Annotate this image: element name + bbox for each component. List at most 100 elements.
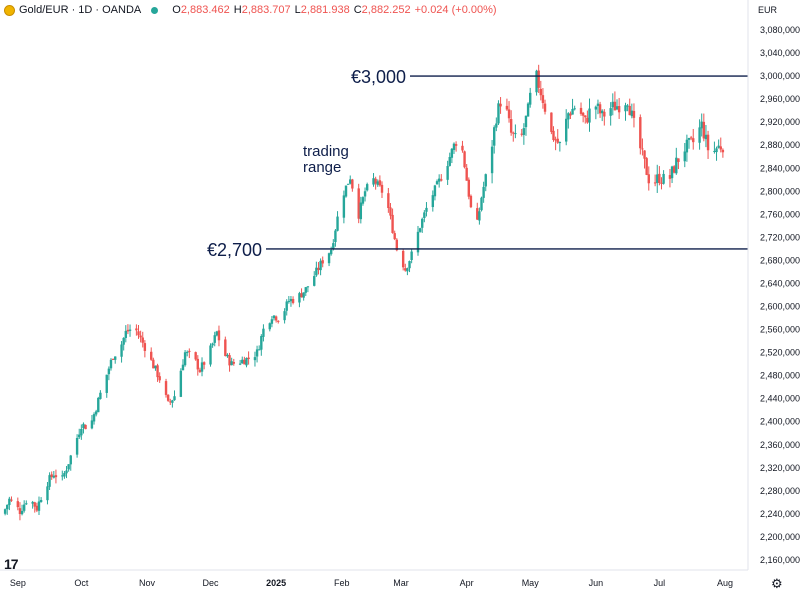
candle-body [31,501,34,504]
candle-body [3,509,7,514]
candle-body [469,195,473,208]
candle-body [617,106,621,113]
candle-body [609,108,612,116]
candle-body [543,103,547,112]
candle-body [478,211,481,221]
x-tick-label: Feb [334,578,350,588]
candle-body [306,286,310,288]
candle-body [416,231,420,253]
candle-body [35,505,39,511]
candle-body [152,359,155,369]
candle-body [247,357,250,359]
candle-body [522,128,526,135]
candle-body [150,351,153,360]
x-tick-label: Jul [654,578,666,588]
candle-body [109,359,113,369]
candle-body [421,218,424,228]
candle-body [69,455,72,465]
candle-body [401,250,405,268]
candle-body [715,148,718,153]
candle-body [313,276,316,286]
candle-body [641,148,644,150]
price-axis[interactable]: 3,080,000 3,040,000 3,000,000 2,960,000 2,92… [747,0,800,570]
candle-body [704,134,708,140]
candle-body [374,178,377,184]
candle-body [687,138,691,140]
candle-body [179,370,183,397]
candle-body [283,311,286,321]
change-value: +0.024 (+0.00%) [414,4,497,16]
symbol-title[interactable]: Gold/EUR · 1D · OANDA [19,4,142,16]
candle-body [613,101,617,111]
candle-body [202,362,206,365]
candle-body [209,345,212,365]
candle-body [672,166,676,173]
candle-body [154,365,157,369]
candle-body [245,357,248,366]
time-axis[interactable]: Sep Oct Nov Dec 2025 Feb Mar Apr May Jun Jul Aug [0,569,748,588]
annotation-line-1: trading [303,143,349,160]
candle-body [6,504,9,510]
candle-body [260,336,263,350]
candle-body [183,352,187,366]
candle-body [67,464,70,470]
candle-body [173,396,176,401]
y-tick-label: 3,080,000 [760,25,800,35]
candle-body [243,359,246,365]
candle-body [541,95,545,104]
candle-body [628,105,631,116]
candle-body [114,356,117,360]
candle-body [647,174,650,184]
candle-body [630,110,634,117]
candle-body [10,499,13,501]
candle-body [524,115,528,128]
candle-body [349,179,352,184]
candle-body [702,121,706,139]
x-tick-label: Aug [717,578,733,588]
candle-body [82,423,85,429]
candle-body [215,331,219,336]
candle-body [300,293,303,298]
candle-body [579,107,583,114]
candle-body [656,174,659,183]
candle-body [120,344,123,357]
candle-body [476,208,479,220]
currency-selector[interactable]: EUR [758,5,778,15]
candle-body [675,157,678,174]
settings-gear-icon[interactable]: ⚙ [771,576,783,591]
y-tick-label: 2,960,000 [760,94,800,104]
candle-body [169,401,172,403]
candle-body [395,239,399,251]
candle-body [361,197,365,204]
y-tick-label: 2,160,000 [760,555,800,565]
candle-body [721,149,725,153]
candle-body [446,166,449,180]
candle-body [213,335,216,343]
x-tick-label: Jun [589,578,604,588]
candle-body [537,70,540,88]
candle-body [615,106,619,110]
candle-body [158,376,161,381]
candle-body [408,261,411,269]
candle-body [539,88,542,96]
candle-body [61,475,64,477]
candle-body [660,182,663,184]
candle-body [141,337,144,343]
candle-body [63,473,66,477]
y-tick-label: 2,800,000 [760,186,800,196]
candle-body [565,118,568,142]
x-tick-label: Apr [460,578,474,588]
candle-body [437,178,441,182]
candle-body [329,250,333,255]
candle-body [668,175,672,179]
candle-body [596,103,600,106]
candle-body [632,110,636,118]
y-tick-label: 2,320,000 [760,463,800,473]
candle-body [552,130,555,140]
candle-body [65,470,68,474]
candle-body [200,362,204,372]
candle-body [624,105,627,112]
candle-body [105,374,108,393]
candle-body [253,357,257,361]
